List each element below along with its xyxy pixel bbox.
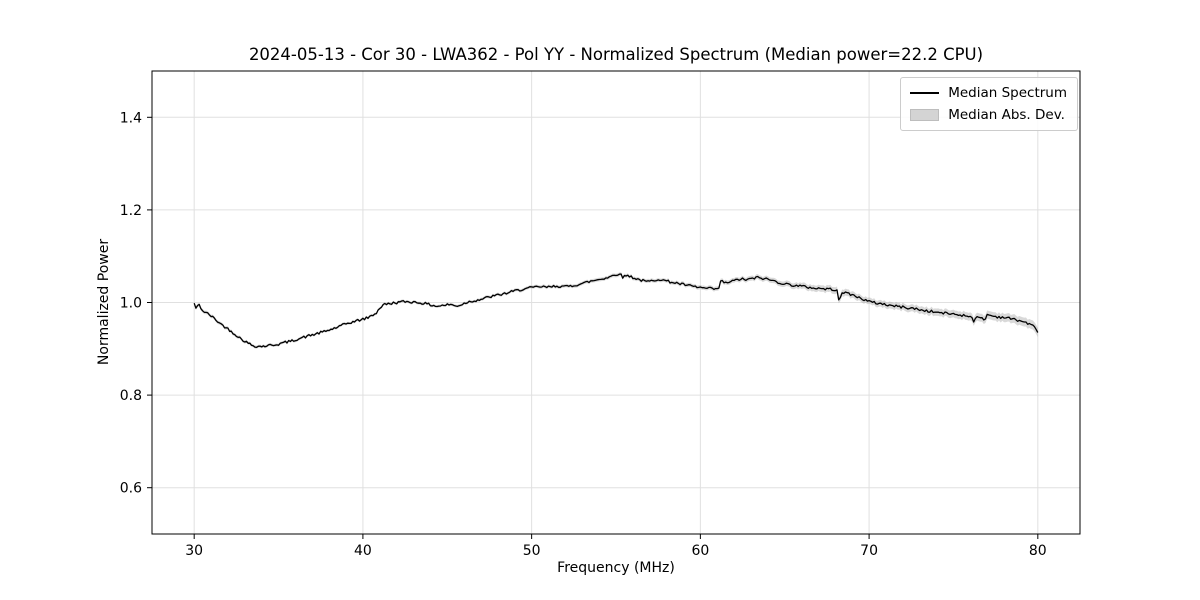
x-tick-label: 60 [691, 543, 709, 559]
y-tick-label: 0.8 [120, 388, 142, 404]
x-tick-label: 80 [1029, 543, 1047, 559]
median-spectrum-line [193, 273, 1039, 348]
x-tick-label: 50 [523, 543, 541, 559]
x-axis-label: Frequency (MHz) [557, 560, 675, 576]
legend-item-median-abs-dev: Median Abs. Dev. [910, 107, 1067, 123]
x-tick-label: 30 [185, 543, 203, 559]
legend: Median Spectrum Median Abs. Dev. [900, 77, 1078, 131]
y-tick-label: 0.6 [120, 481, 142, 497]
legend-label-median-spectrum: Median Spectrum [948, 85, 1067, 101]
legend-item-median-spectrum: Median Spectrum [910, 85, 1067, 101]
chart-title: 2024-05-13 - Cor 30 - LWA362 - Pol YY - … [248, 45, 984, 64]
legend-line-swatch [910, 92, 940, 94]
x-tick-label: 40 [354, 543, 372, 559]
y-axis-label: Normalized Power [96, 238, 112, 366]
legend-label-median-abs-dev: Median Abs. Dev. [948, 107, 1065, 123]
median-abs-dev-band [194, 272, 1038, 349]
x-tick-label: 70 [860, 543, 878, 559]
y-tick-label: 1.0 [120, 296, 142, 312]
y-tick-label: 1.4 [120, 110, 142, 126]
legend-patch-swatch [910, 109, 940, 121]
y-tick-label: 1.2 [120, 203, 142, 219]
